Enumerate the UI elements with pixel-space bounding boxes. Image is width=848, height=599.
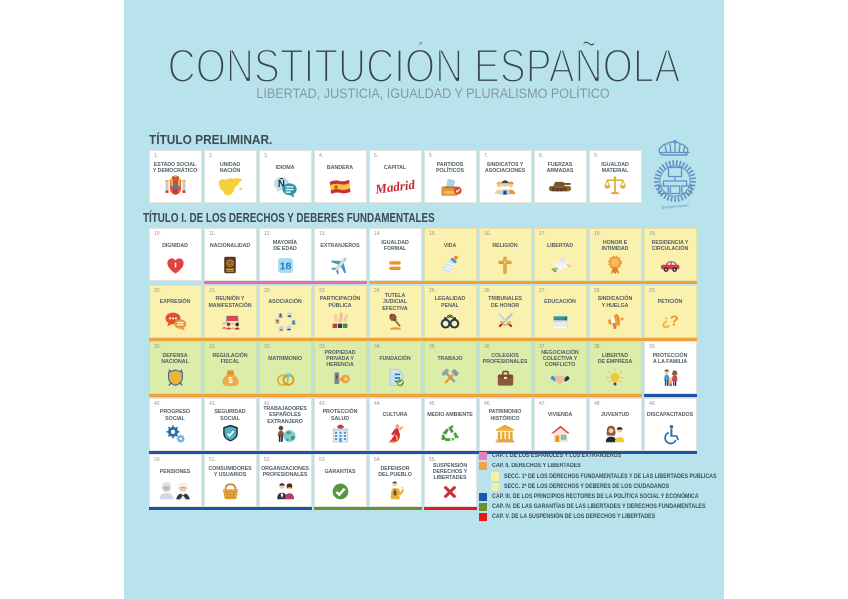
- svg-text:$: $: [228, 376, 233, 385]
- svg-text:?: ?: [669, 314, 678, 330]
- svg-text:@elprofeinquieto: @elprofeinquieto: [661, 203, 688, 209]
- svg-text:18: 18: [279, 260, 291, 272]
- svg-text:Madrid: Madrid: [373, 177, 416, 197]
- svg-text:Ñ: Ñ: [278, 179, 285, 190]
- svg-text:¿: ¿: [661, 314, 670, 330]
